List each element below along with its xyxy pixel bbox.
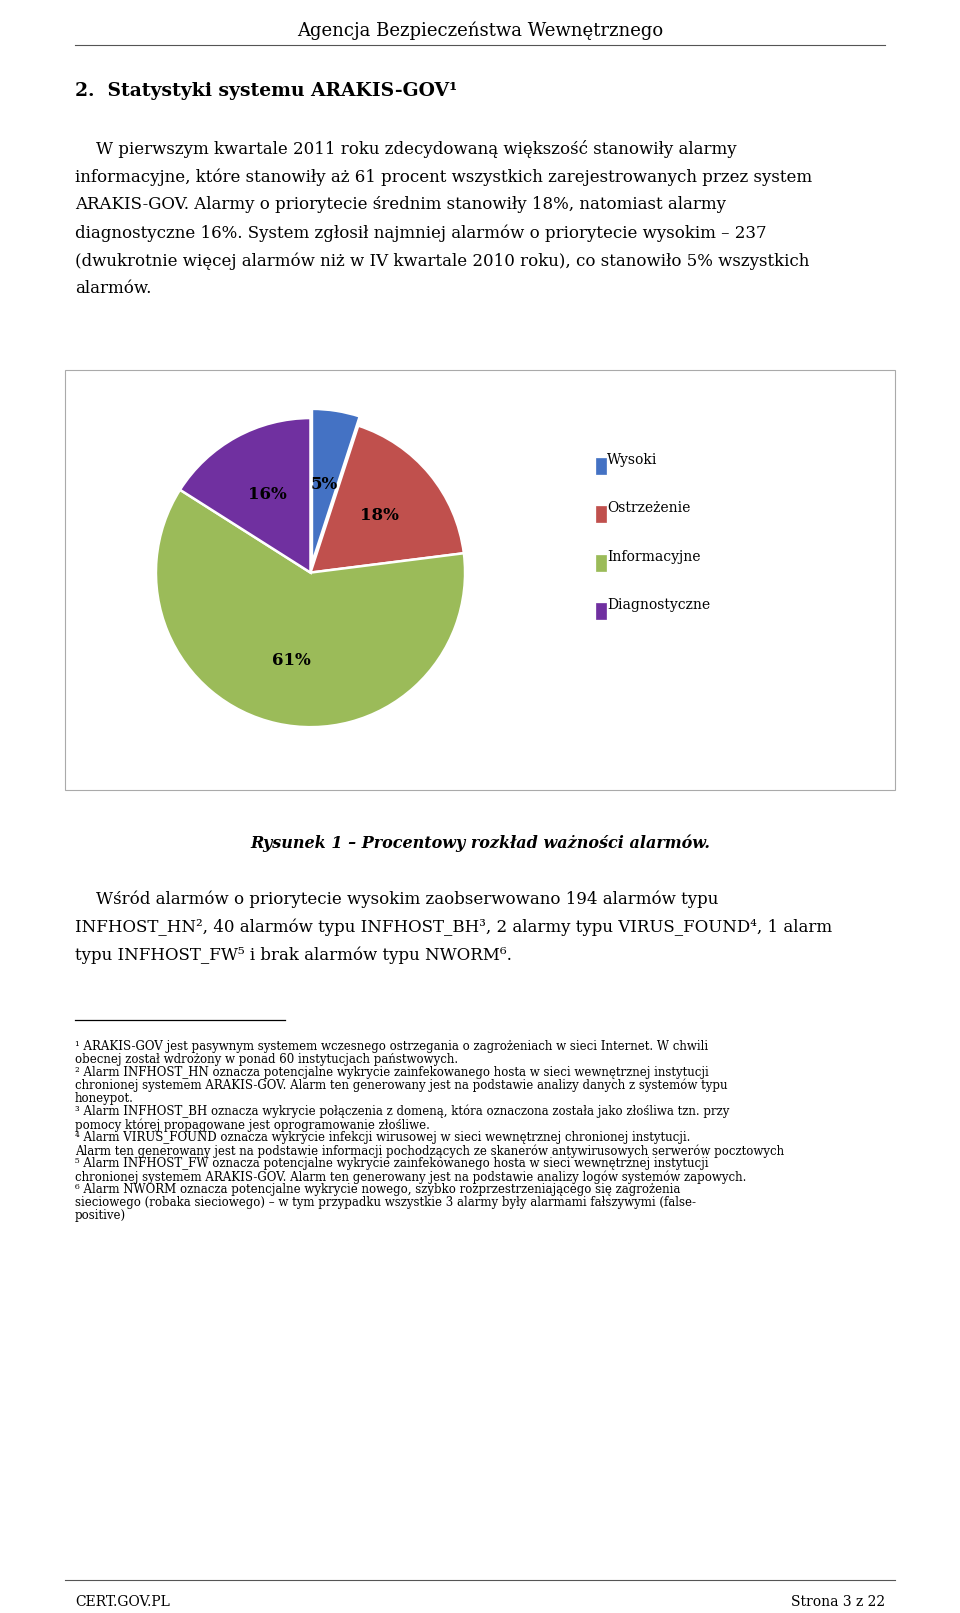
Text: INFHOST_HN², 40 alarmów typu INFHOST_BH³, 2 alarmy typu VIRUS_FOUND⁴, 1 alarm: INFHOST_HN², 40 alarmów typu INFHOST_BH³… (75, 918, 832, 936)
Text: chronionej systemem ARAKIS-GOV. Alarm ten generowany jest na podstawie analizy d: chronionej systemem ARAKIS-GOV. Alarm te… (75, 1079, 728, 1092)
Text: 61%: 61% (272, 652, 310, 669)
Text: Strona 3 z 22: Strona 3 z 22 (791, 1595, 885, 1610)
Wedge shape (156, 490, 465, 727)
Text: Ostrzeżenie: Ostrzeżenie (608, 502, 691, 516)
Text: chronionej systemem ARAKIS-GOV. Alarm ten generowany jest na podstawie analizy l: chronionej systemem ARAKIS-GOV. Alarm te… (75, 1169, 746, 1184)
Text: informacyjne, które stanowiły aż 61 procent wszystkich zarejestrowanych przez sy: informacyjne, które stanowiły aż 61 proc… (75, 168, 812, 185)
Text: sieciowego (robaka sieciowego) – w tym przypadku wszystkie 3 alarmy były alarmam: sieciowego (robaka sieciowego) – w tym p… (75, 1195, 696, 1210)
Text: alarmów.: alarmów. (75, 281, 152, 297)
Text: 18%: 18% (360, 506, 399, 524)
Text: ⁴ Alarm VIRUS_FOUND oznacza wykrycie infekcji wirusowej w sieci wewnętrznej chro: ⁴ Alarm VIRUS_FOUND oznacza wykrycie inf… (75, 1131, 690, 1144)
Text: Agencja Bezpieczeństwa Wewnętrznego: Agencja Bezpieczeństwa Wewnętrznego (297, 23, 663, 40)
Text: W pierwszym kwartale 2011 roku zdecydowaną większość stanowiły alarmy: W pierwszym kwartale 2011 roku zdecydowa… (75, 140, 736, 158)
Text: typu INFHOST_FW⁵ i brak alarmów typu NWORM⁶.: typu INFHOST_FW⁵ i brak alarmów typu NWO… (75, 945, 512, 963)
Text: diagnostyczne 16%. System zgłosił najmniej alarmów o priorytecie wysokim – 237: diagnostyczne 16%. System zgłosił najmni… (75, 224, 767, 242)
Text: pomocy której propagowane jest oprogramowanie złośliwe.: pomocy której propagowane jest oprogramo… (75, 1118, 430, 1131)
Text: honeypot.: honeypot. (75, 1092, 133, 1105)
Wedge shape (312, 408, 360, 563)
Wedge shape (180, 418, 310, 573)
Text: ⁵ Alarm INFHOST_FW oznacza potencjalne wykrycie zainfekowanego hosta w sieci wew: ⁵ Alarm INFHOST_FW oznacza potencjalne w… (75, 1157, 708, 1169)
Text: Alarm ten generowany jest na podstawie informacji pochodzących ze skanerów antyw: Alarm ten generowany jest na podstawie i… (75, 1144, 784, 1158)
Text: 2.  Statystyki systemu ARAKIS-GOV¹: 2. Statystyki systemu ARAKIS-GOV¹ (75, 82, 457, 100)
Text: Rysunek 1 – Procentowy rozkład ważności alarmów.: Rysunek 1 – Procentowy rozkład ważności … (250, 836, 710, 853)
Text: Wśród alarmów o priorytecie wysokim zaobserwowano 194 alarmów typu: Wśród alarmów o priorytecie wysokim zaob… (75, 890, 718, 908)
Text: 5%: 5% (311, 476, 338, 492)
Text: Informacyjne: Informacyjne (608, 550, 701, 563)
Text: (dwukrotnie więcej alarmów niż w IV kwartale 2010 roku), co stanowiło 5% wszystk: (dwukrotnie więcej alarmów niż w IV kwar… (75, 252, 809, 269)
Text: Wysoki: Wysoki (608, 453, 658, 468)
Text: obecnej został wdrożony w ponad 60 instytucjach państwowych.: obecnej został wdrożony w ponad 60 insty… (75, 1053, 458, 1066)
Bar (65, 369, 895, 790)
Wedge shape (310, 426, 464, 573)
Text: ¹ ARAKIS-GOV jest pasywnym systemem wczesnego ostrzegania o zagrożeniach w sieci: ¹ ARAKIS-GOV jest pasywnym systemem wcze… (75, 1040, 708, 1053)
Text: ARAKIS-GOV. Alarmy o priorytecie średnim stanowiły 18%, natomiast alarmy: ARAKIS-GOV. Alarmy o priorytecie średnim… (75, 197, 726, 213)
Text: ² Alarm INFHOST_HN oznacza potencjalne wykrycie zainfekowanego hosta w sieci wew: ² Alarm INFHOST_HN oznacza potencjalne w… (75, 1066, 708, 1079)
Text: CERT.GOV.PL: CERT.GOV.PL (75, 1595, 170, 1610)
Text: ³ Alarm INFHOST_BH oznacza wykrycie połączenia z domeną, która oznaczona została: ³ Alarm INFHOST_BH oznacza wykrycie połą… (75, 1105, 730, 1118)
Text: 16%: 16% (248, 486, 287, 503)
Text: positive): positive) (75, 1210, 126, 1223)
Text: ⁶ Alarm NWORM oznacza potencjalne wykrycie nowego, szybko rozprzestrzeniającego : ⁶ Alarm NWORM oznacza potencjalne wykryc… (75, 1182, 681, 1195)
Text: Diagnostyczne: Diagnostyczne (608, 598, 710, 611)
